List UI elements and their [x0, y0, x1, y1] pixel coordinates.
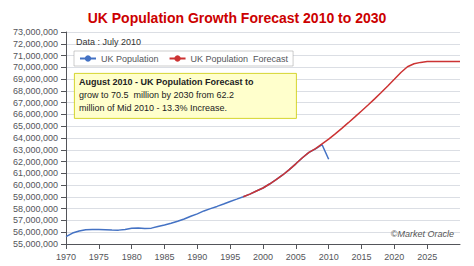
- svg-text:61,000,000: 61,000,000: [13, 168, 58, 178]
- svg-text:Data : July 2010: Data : July 2010: [76, 37, 141, 47]
- svg-text:2010: 2010: [319, 252, 339, 262]
- svg-text:1980: 1980: [122, 252, 142, 262]
- svg-text:1995: 1995: [220, 252, 240, 262]
- svg-text:million of Mid 2010 - 13.3% In: million of Mid 2010 - 13.3% Increase.: [79, 103, 227, 113]
- svg-text:UK Population Growth Forecast: UK Population Growth Forecast 2010 to 20…: [88, 10, 387, 26]
- svg-text:70,000,000: 70,000,000: [13, 62, 58, 72]
- svg-text:69,000,000: 69,000,000: [13, 74, 58, 84]
- svg-text:August 2010 - UK Population Fo: August 2010 - UK Population Forecast to: [79, 77, 254, 87]
- svg-text:58,000,000: 58,000,000: [13, 204, 58, 214]
- svg-text:62,000,000: 62,000,000: [13, 157, 58, 167]
- svg-text:65,000,000: 65,000,000: [13, 121, 58, 131]
- svg-text:64,000,000: 64,000,000: [13, 133, 58, 143]
- svg-text:59,000,000: 59,000,000: [13, 192, 58, 202]
- svg-text:2000: 2000: [253, 252, 273, 262]
- svg-text:66,000,000: 66,000,000: [13, 109, 58, 119]
- svg-text:2025: 2025: [417, 252, 437, 262]
- svg-text:67,000,000: 67,000,000: [13, 98, 58, 108]
- svg-text:©Market Oracle: ©Market Oracle: [391, 229, 454, 239]
- svg-text:1970: 1970: [56, 252, 76, 262]
- svg-text:63,000,000: 63,000,000: [13, 145, 58, 155]
- svg-text:71,000,000: 71,000,000: [13, 51, 58, 61]
- svg-text:grow to 70.5 million by 2030: grow to 70.5 million by 2030 from 62.2: [79, 90, 234, 100]
- svg-text:60,000,000: 60,000,000: [13, 180, 58, 190]
- svg-text:2005: 2005: [286, 252, 306, 262]
- svg-text:2015: 2015: [351, 252, 371, 262]
- svg-text:72,000,000: 72,000,000: [13, 39, 58, 49]
- svg-text:2020: 2020: [384, 252, 404, 262]
- svg-text:1985: 1985: [154, 252, 174, 262]
- svg-text:1975: 1975: [89, 252, 109, 262]
- svg-text:UK Population Forecast: UK Population Forecast: [191, 54, 289, 64]
- svg-text:73,000,000: 73,000,000: [13, 27, 58, 37]
- svg-text:1990: 1990: [187, 252, 207, 262]
- svg-text:56,000,000: 56,000,000: [13, 227, 58, 237]
- svg-text:55,000,000: 55,000,000: [13, 239, 58, 249]
- svg-text:57,000,000: 57,000,000: [13, 215, 58, 225]
- svg-text:UK Population: UK Population: [101, 54, 159, 64]
- svg-text:68,000,000: 68,000,000: [13, 86, 58, 96]
